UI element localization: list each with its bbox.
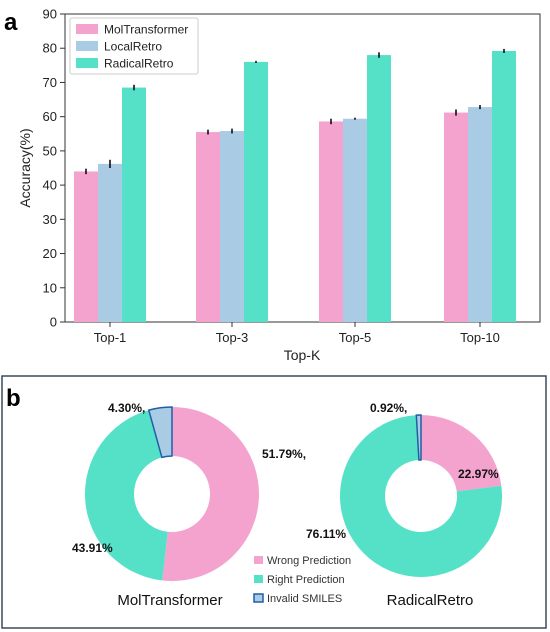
bar	[468, 107, 492, 322]
y-axis: 0 10 20 30 40 50 60 70 80 90	[43, 7, 65, 330]
slice-percent-label: 4.30%,	[108, 401, 145, 415]
legend-label: RadicalRetro	[104, 57, 174, 71]
slice-percent-label: 43.91%	[72, 541, 113, 555]
donut-slice	[85, 410, 168, 581]
legend-swatch	[76, 41, 98, 51]
y-tick-label: 90	[43, 7, 57, 22]
bar	[74, 171, 98, 322]
slice-percent-label: 0.92%,	[370, 401, 407, 415]
x-tick-label: Top-3	[216, 330, 249, 345]
donut-legend-label: Right Prediction	[267, 574, 345, 586]
donut-legend: Wrong Prediction Right Prediction Invalid …	[253, 555, 351, 605]
donut-title-radicalretro: RadicalRetro	[387, 592, 474, 609]
x-tick-label: Top-5	[339, 330, 372, 345]
donut-legend-swatch	[254, 556, 263, 564]
bar	[343, 118, 367, 322]
y-tick-label: 80	[43, 41, 57, 56]
donut-slice	[339, 415, 502, 577]
y-tick-label: 10	[43, 280, 57, 295]
bar	[98, 163, 122, 322]
y-tick-label: 40	[43, 178, 57, 193]
legend-label: MolTransformer	[104, 23, 188, 37]
slice-percent-label: 51.79%,	[262, 447, 306, 461]
legend-swatch	[76, 24, 98, 34]
donut-legend-swatch	[253, 593, 264, 603]
bar	[319, 121, 343, 322]
y-tick-label: 0	[50, 315, 57, 330]
donut-legend-label: Wrong Prediction	[267, 555, 351, 567]
y-tick-label: 60	[43, 109, 57, 124]
x-tick-label: Top-10	[460, 330, 500, 345]
donut-legend-label: Invalid SMILES	[267, 593, 342, 605]
bar	[122, 87, 146, 322]
donut-slice	[147, 406, 173, 459]
bar	[492, 50, 516, 323]
y-tick-label: 20	[43, 246, 57, 261]
bar	[220, 131, 244, 322]
bar	[196, 132, 220, 322]
y-tick-label: 50	[43, 143, 57, 158]
bar	[244, 61, 268, 323]
bar-series	[74, 48, 516, 323]
y-axis-label: Accuracy(%)	[17, 128, 33, 207]
panel-b-letter: b	[6, 385, 21, 412]
y-tick-label: 70	[43, 75, 57, 90]
x-axis: Top-1 Top-3 Top-5 Top-10	[94, 322, 500, 345]
y-tick-label: 30	[43, 212, 57, 227]
legend-box	[69, 17, 199, 75]
panel-b-frame	[1, 375, 547, 629]
bar	[444, 112, 468, 322]
legend-swatch	[76, 58, 98, 68]
donut-slice	[421, 415, 502, 492]
legend-label: LocalRetro	[104, 40, 162, 54]
donut-radicalretro: 22.97% 76.11% 0.92%,	[306, 401, 502, 577]
bar-legend: MolTransformer LocalRetro RadicalRetro	[69, 17, 199, 75]
donut-title-moltransformer: MolTransformer	[117, 592, 222, 609]
bar	[367, 55, 391, 323]
x-axis-label: Top-K	[284, 347, 321, 363]
panel-a-letter: a	[4, 9, 18, 36]
donut-slice	[162, 407, 260, 581]
slice-percent-label: 22.97%	[458, 467, 499, 481]
donut-moltransformer: 51.79%, 43.91% 4.30%,	[72, 401, 306, 581]
slice-percent-label: 76.11%	[306, 527, 346, 541]
donut-legend-swatch	[254, 575, 263, 583]
x-tick-label: Top-1	[94, 330, 127, 345]
donut-slice	[415, 414, 422, 461]
plot-frame	[64, 13, 541, 323]
